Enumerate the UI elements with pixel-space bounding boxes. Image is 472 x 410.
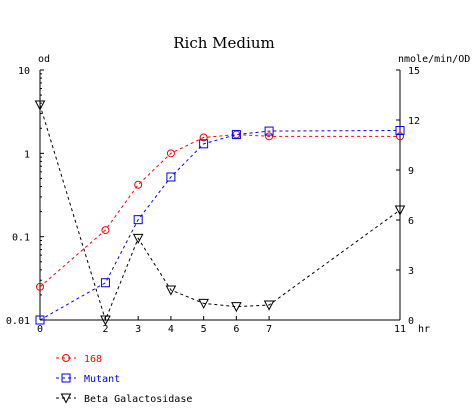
x-tick-label: 5 (201, 324, 207, 335)
data-point-beta-galactosidase (263, 300, 275, 311)
y-right-tick-label: 15 (408, 66, 420, 77)
data-point-beta-galactosidase (100, 315, 111, 326)
y-left-axis-label: od (38, 54, 50, 65)
series-mutant (35, 125, 405, 325)
legend-label-mutant: Mutant (84, 374, 120, 385)
data-point-beta-galactosidase (231, 302, 242, 313)
x-tick-label: 11 (394, 324, 406, 335)
data-point-168 (199, 133, 208, 142)
data-point-168 (166, 149, 175, 158)
data-point-mutant (100, 278, 110, 288)
x-tick-label: 2 (102, 324, 108, 335)
series-line-mutant (39, 129, 401, 321)
chart-title: Rich Medium (173, 34, 274, 52)
data-point-mutant (231, 130, 241, 140)
data-point-168 (396, 132, 404, 141)
x-tick-label: 4 (168, 324, 174, 335)
series-beta-galactosidase (34, 100, 406, 326)
data-point-mutant (395, 125, 405, 135)
legend-marker-beta-galactosidase (60, 393, 72, 404)
data-point-168 (134, 180, 143, 189)
y-left-tick-label: 0.01 (6, 316, 30, 327)
x-tick-label: 3 (135, 324, 141, 335)
y-right-tick-label: 9 (408, 166, 414, 177)
data-point-168 (101, 226, 110, 235)
data-point-mutant (264, 126, 274, 136)
data-point-beta-galactosidase (132, 233, 144, 244)
y-left-tick-label: 10 (18, 66, 30, 77)
data-point-beta-galactosidase (165, 285, 177, 296)
x-axis-label: hr (418, 324, 430, 335)
y-right-tick-label: 3 (408, 266, 414, 277)
data-point-168 (265, 132, 274, 141)
data-point-beta-galactosidase (34, 100, 46, 111)
legend-marker-mutant (61, 373, 71, 383)
axes: 0 2 3 4 5 6 7 11 0.01 0.1 1 10 0 3 6 9 12 15 (6, 66, 420, 335)
legend-marker-168 (62, 354, 70, 362)
y-right-axis-label: nmole/min/OD (398, 54, 470, 65)
series-line-beta-galactosidase (39, 104, 401, 322)
x-tick-label: 6 (233, 324, 239, 335)
data-point-beta-galactosidase (394, 205, 406, 216)
data-point-mutant (35, 315, 45, 325)
y-left-tick-label: 1 (24, 149, 30, 160)
data-point-168 (36, 282, 44, 291)
series-lines (34, 100, 406, 326)
legend-label-168: 168 (84, 354, 102, 365)
data-point-mutant (166, 172, 176, 182)
x-tick-label: 7 (266, 324, 272, 335)
y-right-tick-label: 12 (408, 116, 420, 127)
legend: 168 Mutant Beta Galactosidase (56, 354, 192, 405)
series-168 (36, 130, 404, 291)
y-right-tick-label: 0 (408, 316, 414, 327)
legend-label-beta-galactosidase: Beta Galactosidase (84, 394, 192, 405)
x-tick-label: 0 (37, 324, 43, 335)
data-point-beta-galactosidase (198, 298, 209, 309)
data-point-mutant (133, 215, 143, 225)
y-right-tick-label: 6 (408, 216, 414, 227)
y-left-tick-label: 0.1 (12, 233, 30, 244)
series-line-168 (39, 134, 400, 288)
data-point-mutant (199, 139, 209, 149)
